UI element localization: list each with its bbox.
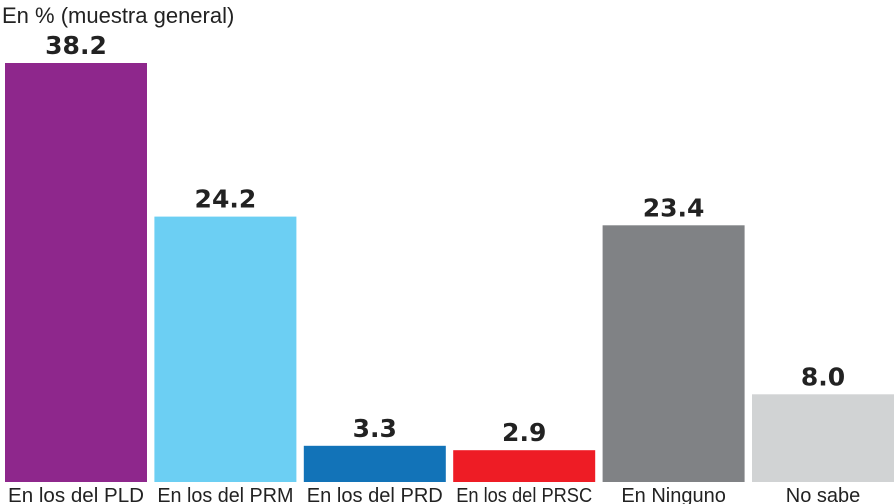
bar-4 [453,450,596,482]
value-label-2: 24.2 [195,185,257,214]
value-label-5: 23.4 [643,193,705,222]
bar-3 [303,445,446,482]
value-label-1: 38.2 [45,31,107,60]
bar-6 [752,394,894,482]
category-labels-group: En los del PLD En los del PRM En los del P… [8,485,860,504]
category-label-2: En los del PRM [157,485,293,504]
value-labels-group: 38.2 24.2 3.3 2.9 23.4 8.0 [45,31,845,447]
value-label-6: 8.0 [801,362,845,391]
category-label-3: En los del PRD [307,485,443,504]
bar-2 [154,216,297,482]
category-label-4: En los del PRSC [456,485,592,504]
value-label-3: 3.3 [353,414,397,443]
category-label-6: No sabe [786,485,861,504]
category-label-1: En los del PLD [8,485,144,504]
bar-5 [602,225,745,483]
bar-1 [5,63,147,482]
category-label-5: En Ninguno [621,485,726,504]
chart-subtitle: En % (muestra general) [2,3,234,28]
value-label-4: 2.9 [502,418,546,447]
bars-group [5,63,894,483]
